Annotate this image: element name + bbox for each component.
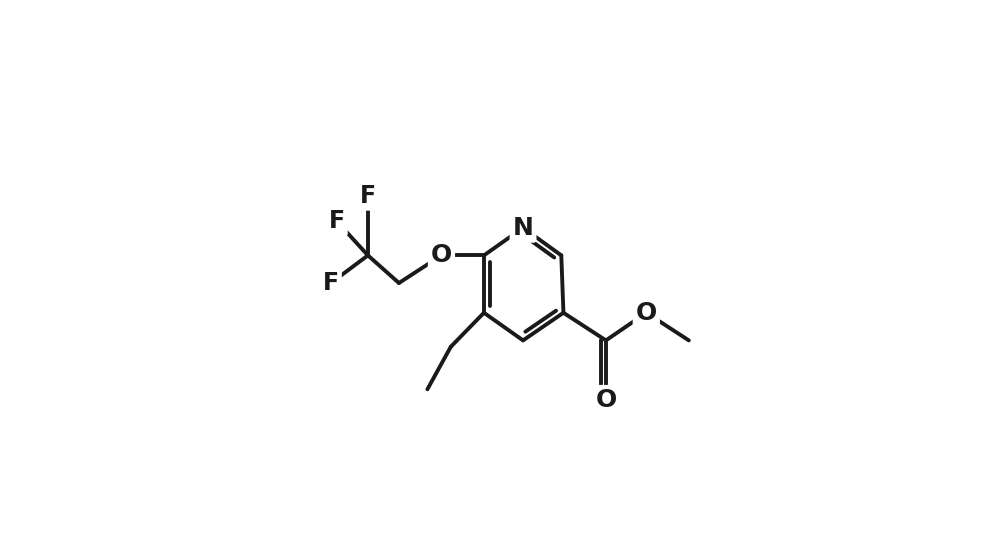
Text: F: F xyxy=(323,271,339,295)
Text: N: N xyxy=(513,216,533,240)
Text: O: O xyxy=(430,243,451,267)
Text: O: O xyxy=(595,388,616,412)
Text: O: O xyxy=(635,301,656,325)
Text: F: F xyxy=(329,209,345,233)
Text: F: F xyxy=(359,184,375,208)
